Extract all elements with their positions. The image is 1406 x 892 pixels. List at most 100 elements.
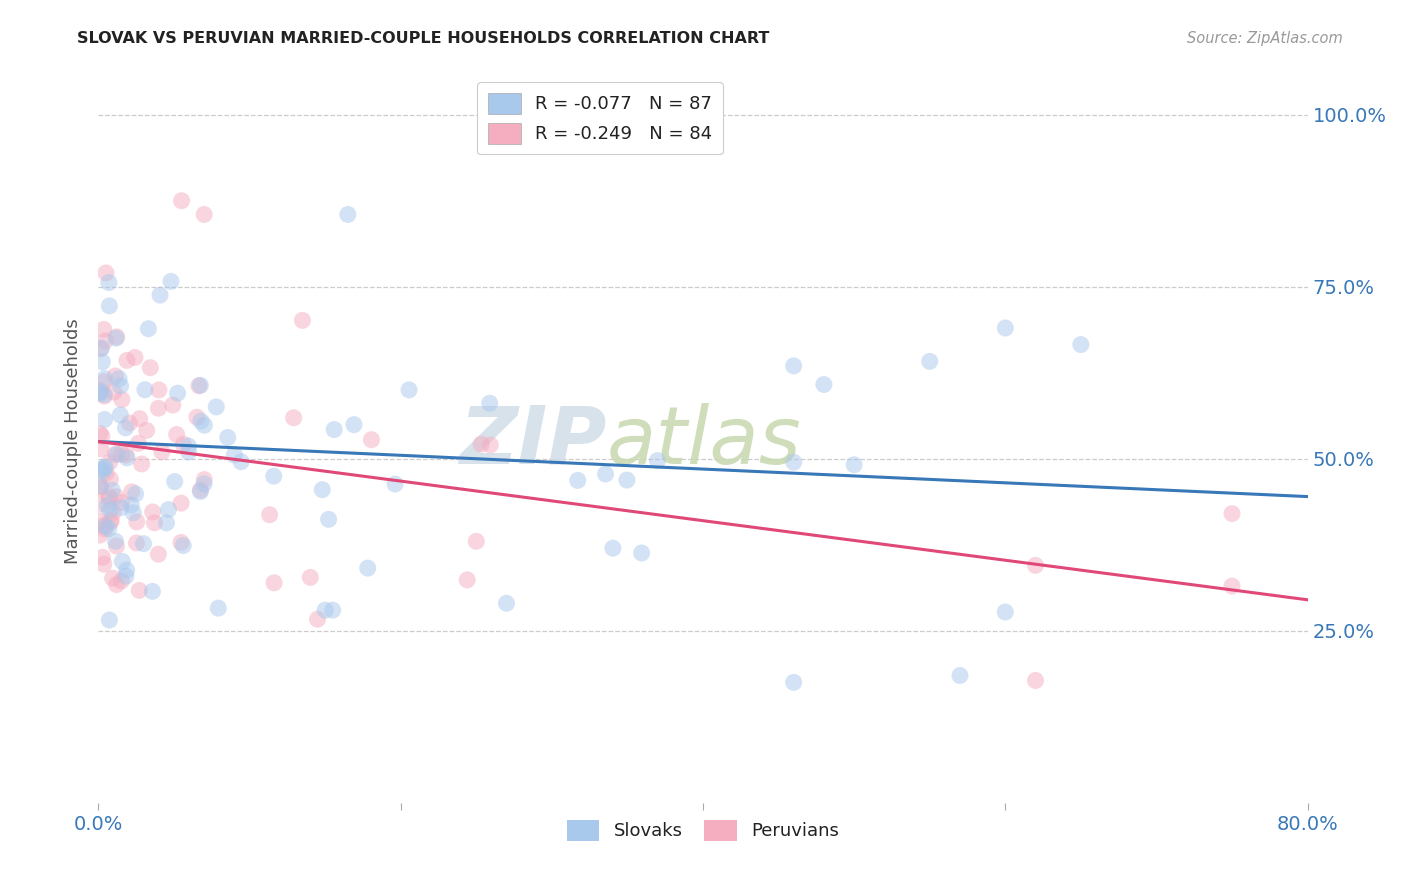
Point xyxy=(263,575,285,590)
Point xyxy=(98,455,121,469)
Point xyxy=(100,515,122,529)
Point xyxy=(98,489,121,503)
Point xyxy=(343,417,366,432)
Point xyxy=(190,414,212,428)
Point xyxy=(98,299,121,313)
Point xyxy=(478,396,501,410)
Point xyxy=(125,515,148,529)
Point xyxy=(93,557,115,571)
Point xyxy=(94,266,117,280)
Point xyxy=(98,491,121,506)
Point xyxy=(90,480,112,494)
Point xyxy=(89,514,111,528)
Point xyxy=(94,522,117,536)
Point xyxy=(105,539,128,553)
Point xyxy=(160,274,183,288)
Point xyxy=(229,455,252,469)
Point xyxy=(124,351,146,365)
Point xyxy=(120,498,142,512)
Point xyxy=(190,483,212,497)
Point xyxy=(1024,558,1046,573)
Point xyxy=(127,436,149,450)
Point xyxy=(115,448,138,462)
Point xyxy=(114,421,136,435)
Point xyxy=(259,508,281,522)
Point xyxy=(89,462,111,476)
Point xyxy=(94,459,117,474)
Point xyxy=(101,506,124,520)
Point xyxy=(994,321,1017,335)
Point xyxy=(91,464,114,478)
Point xyxy=(104,534,127,549)
Point xyxy=(323,423,346,437)
Point xyxy=(148,401,170,416)
Point xyxy=(465,534,488,549)
Point xyxy=(157,502,180,516)
Point xyxy=(138,321,160,335)
Point xyxy=(100,472,122,486)
Point xyxy=(177,439,200,453)
Point xyxy=(111,447,134,461)
Point xyxy=(97,522,120,536)
Point xyxy=(384,477,406,491)
Point xyxy=(224,448,246,462)
Point xyxy=(994,605,1017,619)
Point xyxy=(105,577,128,591)
Point xyxy=(139,360,162,375)
Point xyxy=(205,400,228,414)
Point xyxy=(111,554,134,568)
Point xyxy=(291,313,314,327)
Point xyxy=(108,372,131,386)
Point xyxy=(105,490,128,504)
Point xyxy=(96,466,118,480)
Point xyxy=(90,342,112,356)
Point xyxy=(89,481,111,495)
Point xyxy=(314,603,336,617)
Point xyxy=(495,596,517,610)
Point xyxy=(89,478,111,492)
Point xyxy=(110,574,132,588)
Point xyxy=(90,442,112,456)
Point xyxy=(188,378,211,392)
Point xyxy=(783,455,806,469)
Point xyxy=(177,445,200,459)
Point xyxy=(1220,579,1243,593)
Point xyxy=(166,386,188,401)
Point xyxy=(93,322,115,336)
Point xyxy=(170,496,193,510)
Point xyxy=(89,426,111,441)
Point xyxy=(148,547,170,561)
Point xyxy=(101,571,124,585)
Point xyxy=(398,383,420,397)
Point xyxy=(115,450,138,465)
Point xyxy=(115,563,138,577)
Point xyxy=(602,541,624,556)
Point xyxy=(193,476,215,491)
Point xyxy=(105,447,128,461)
Text: ZIP: ZIP xyxy=(458,402,606,481)
Point xyxy=(125,536,148,550)
Point xyxy=(93,389,115,403)
Point xyxy=(104,331,127,345)
Point xyxy=(110,379,132,393)
Point xyxy=(93,371,115,385)
Point xyxy=(98,503,121,517)
Point xyxy=(118,416,141,430)
Point xyxy=(93,461,115,475)
Point xyxy=(1070,337,1092,351)
Point xyxy=(360,433,382,447)
Point xyxy=(148,383,170,397)
Point xyxy=(89,497,111,511)
Point xyxy=(299,570,322,584)
Point xyxy=(89,384,111,398)
Point xyxy=(357,561,380,575)
Point xyxy=(131,457,153,471)
Point xyxy=(186,410,208,425)
Point xyxy=(110,408,132,422)
Point xyxy=(172,539,194,553)
Point xyxy=(217,430,239,444)
Point xyxy=(90,341,112,355)
Point xyxy=(162,398,184,412)
Point xyxy=(89,385,111,400)
Point xyxy=(93,518,115,533)
